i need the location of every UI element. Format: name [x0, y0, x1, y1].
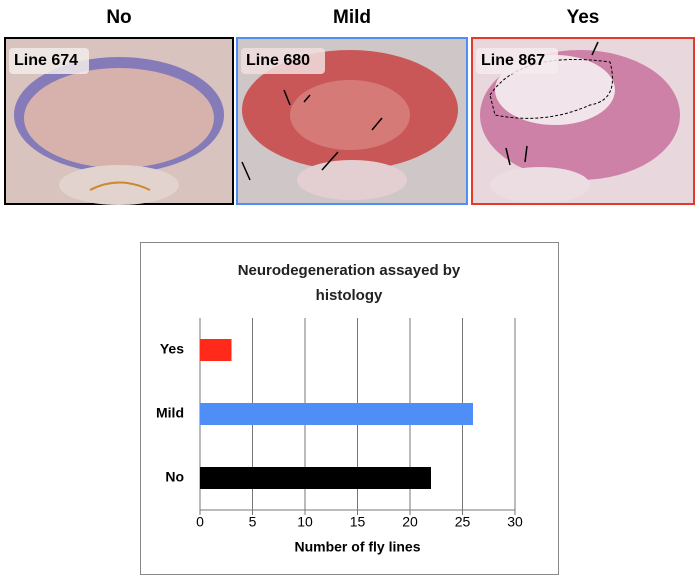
histology-image: [236, 37, 468, 205]
x-tick-label: 25: [455, 514, 471, 530]
x-axis-label: Number of fly lines: [294, 539, 420, 555]
bar: [200, 467, 431, 489]
label-box: [241, 48, 325, 74]
y-tick-label: Yes: [160, 341, 184, 357]
y-tick-label: No: [165, 469, 184, 485]
bar: [200, 339, 232, 361]
x-tick-label: 20: [402, 514, 418, 530]
y-tick-label: Mild: [156, 405, 184, 421]
x-tick-label: 15: [350, 514, 366, 530]
label-box: [9, 48, 89, 74]
panel-label: Line 867: [481, 52, 545, 69]
bar-chart: 0 5 10 15 20 25 30 Number of fly lines Yes Mild No: [156, 318, 523, 555]
panel-label: Line 674: [14, 52, 78, 69]
x-tick-label: 30: [507, 514, 523, 530]
panel-label: Line 680: [246, 52, 310, 69]
panel-title: No: [106, 7, 131, 28]
histology-image: [4, 37, 234, 205]
x-tick-label: 0: [196, 514, 204, 530]
panel-title: Yes: [567, 7, 600, 28]
bar: [200, 403, 473, 425]
x-tick-label: 10: [297, 514, 313, 530]
chart-title: Neurodegeneration assayed by histology: [237, 262, 461, 304]
x-tick-label: 5: [249, 514, 257, 530]
panel-title: Mild: [333, 7, 371, 28]
label-box: [476, 48, 558, 74]
